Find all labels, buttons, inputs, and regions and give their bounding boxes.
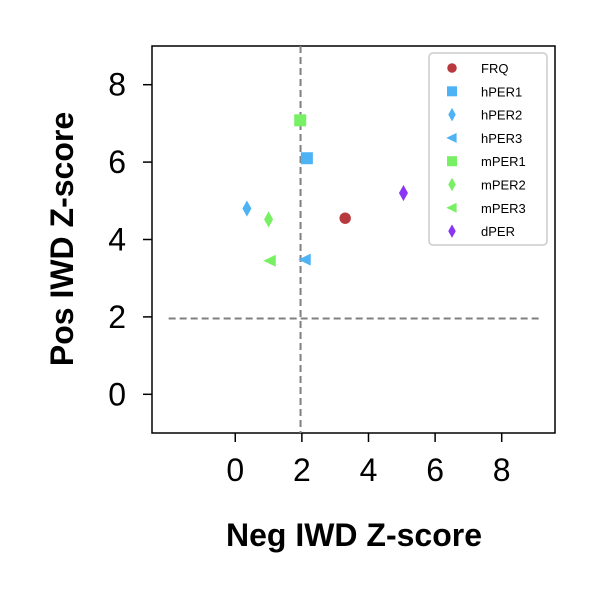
data-point-frq bbox=[339, 212, 351, 224]
y-tick-label: 0 bbox=[108, 376, 126, 412]
data-point-dper bbox=[398, 184, 408, 202]
legend-label: mPER3 bbox=[481, 201, 526, 216]
data-point-mper2 bbox=[264, 211, 274, 228]
legend-label: dPER bbox=[481, 224, 515, 239]
legend-label: mPER2 bbox=[481, 178, 526, 193]
y-axis-ticks: 0 2 4 6 8 bbox=[108, 67, 152, 412]
legend-marker-mper1 bbox=[447, 156, 457, 167]
data-points bbox=[242, 114, 408, 267]
legend-frame bbox=[428, 52, 548, 246]
y-axis-label: Pos IWD Z-score bbox=[44, 112, 80, 366]
data-point-mper1 bbox=[294, 114, 307, 127]
legend-marker-hper1 bbox=[447, 86, 457, 97]
x-tick-label: 4 bbox=[360, 452, 378, 488]
legend-marker-frq bbox=[447, 63, 457, 73]
legend: FRQ hPER1 hPER2 hPER3 mPER1 mPER2 mPER3 dPER bbox=[428, 52, 548, 246]
data-point-hper3 bbox=[298, 253, 311, 266]
legend-label: mPER1 bbox=[481, 154, 526, 169]
legend-label: hPER1 bbox=[481, 84, 522, 99]
legend-label: hPER2 bbox=[481, 108, 522, 123]
legend-marker-dper bbox=[448, 224, 456, 238]
x-axis-ticks: 0 2 4 6 8 bbox=[226, 433, 511, 488]
threshold-lines bbox=[168, 46, 542, 433]
data-point-hper1 bbox=[300, 152, 313, 165]
legend-label: hPER3 bbox=[481, 131, 522, 146]
legend-items: FRQ hPER1 hPER2 hPER3 mPER1 mPER2 mPER3 dPER bbox=[446, 61, 526, 239]
x-tick-label: 8 bbox=[493, 452, 511, 488]
legend-marker-hper3 bbox=[446, 132, 457, 143]
plot-area bbox=[151, 45, 556, 434]
legend-marker-mper3 bbox=[446, 202, 457, 213]
y-tick-label: 6 bbox=[108, 144, 126, 180]
legend-marker-hper2 bbox=[448, 107, 456, 122]
x-tick-label: 0 bbox=[226, 452, 244, 488]
x-tick-label: 6 bbox=[426, 452, 444, 488]
x-axis-label: Neg IWD Z-score bbox=[226, 517, 482, 553]
y-tick-label: 4 bbox=[108, 222, 126, 258]
y-tick-label: 8 bbox=[108, 67, 126, 103]
legend-marker-mper2 bbox=[448, 177, 456, 192]
y-tick-label: 2 bbox=[108, 299, 126, 335]
data-point-hper2 bbox=[242, 200, 252, 217]
legend-label: FRQ bbox=[481, 61, 508, 76]
x-tick-label: 2 bbox=[293, 452, 311, 488]
data-point-mper3 bbox=[263, 254, 276, 267]
